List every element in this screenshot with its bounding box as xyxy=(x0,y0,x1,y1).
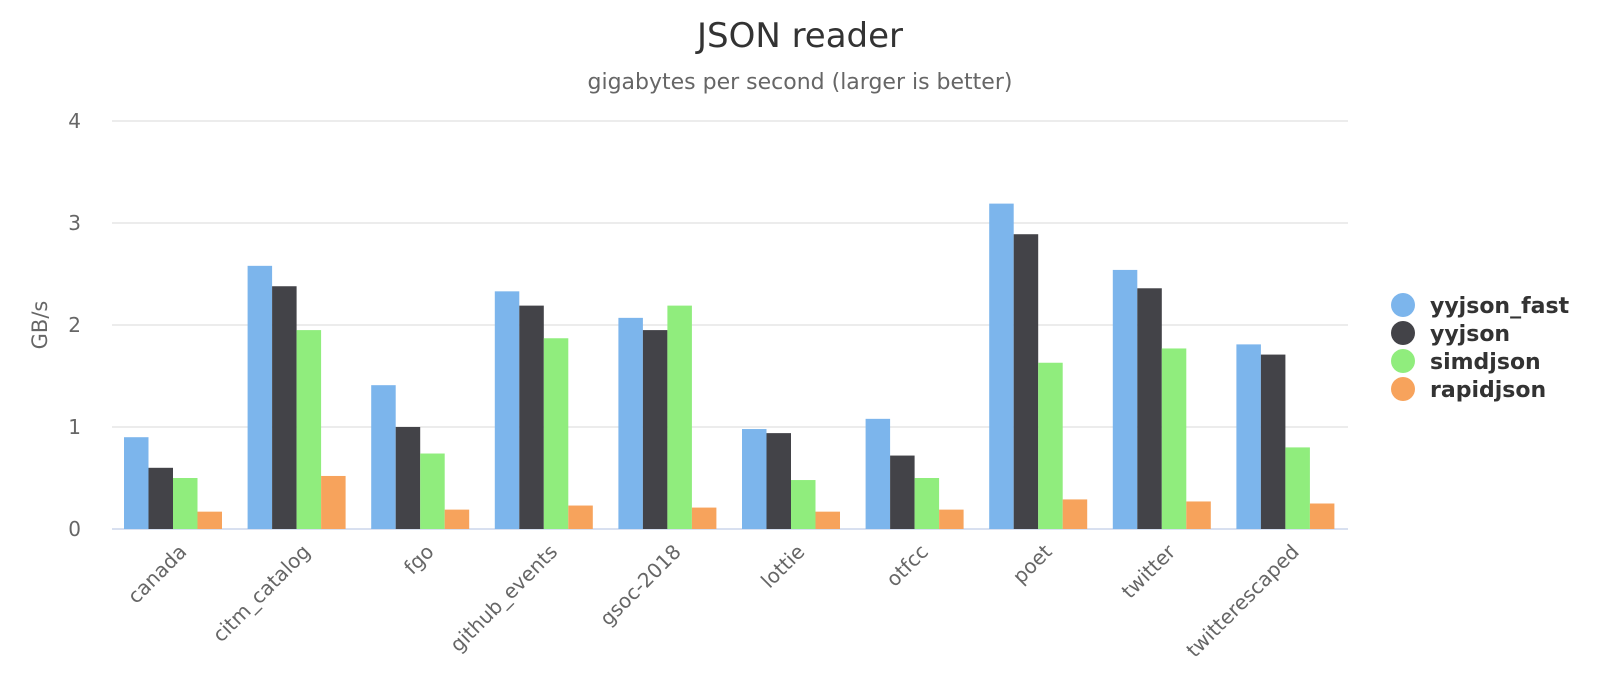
bar-yyjson_fast-otfcc[interactable] xyxy=(865,418,891,529)
x-axis-labels: canada citm_catalog fgo github_events gsoc-2… xyxy=(123,539,1304,662)
bar-rapidjson-citm_catalog[interactable] xyxy=(321,475,346,529)
bar-simdjson-poet[interactable] xyxy=(1038,362,1063,529)
bar-yyjson_fast-github_events[interactable] xyxy=(494,291,520,529)
legend-marker-simdjson[interactable] xyxy=(1391,349,1415,373)
x-tick-label: gsoc-2018 xyxy=(595,540,686,631)
bar-yyjson-fgo[interactable] xyxy=(395,427,421,529)
bar-yyjson_fast-citm_catalog[interactable] xyxy=(247,265,273,529)
bar-yyjson_fast-gsoc-2018[interactable] xyxy=(618,317,643,529)
bar-rapidjson-twitter[interactable] xyxy=(1186,501,1211,529)
legend-label-yyjson_fast[interactable]: yyjson_fast xyxy=(1430,294,1570,319)
bar-rapidjson-fgo[interactable] xyxy=(444,509,470,529)
bar-yyjson-otfcc[interactable] xyxy=(890,455,915,529)
bar-yyjson-twitter[interactable] xyxy=(1137,288,1162,529)
bar-simdjson-lottie[interactable] xyxy=(791,480,816,529)
x-tick-label: fgo xyxy=(399,540,439,580)
x-tick-label: github_events xyxy=(445,540,562,657)
bar-yyjson_fast-lottie[interactable] xyxy=(742,429,767,529)
bar-simdjson-citm_catalog[interactable] xyxy=(296,330,322,529)
bar-yyjson_fast-fgo[interactable] xyxy=(371,385,396,529)
bar-yyjson-poet[interactable] xyxy=(1013,234,1039,529)
legend-label-yyjson[interactable]: yyjson xyxy=(1430,322,1510,347)
x-tick-label: citm_catalog xyxy=(208,540,315,647)
bar-simdjson-gsoc-2018[interactable] xyxy=(667,305,692,529)
legend-label-simdjson[interactable]: simdjson xyxy=(1430,350,1541,375)
bar-simdjson-twitterescaped[interactable] xyxy=(1285,447,1310,529)
bar-yyjson-lottie[interactable] xyxy=(766,433,792,529)
x-tick-label: lottie xyxy=(756,540,809,593)
y-tick-label: 2 xyxy=(68,313,81,337)
y-tick-label: 4 xyxy=(68,109,81,133)
bar-simdjson-canada[interactable] xyxy=(173,478,198,529)
bar-rapidjson-github_events[interactable] xyxy=(568,505,593,529)
legend-marker-yyjson[interactable] xyxy=(1391,321,1415,345)
bar-yyjson-twitterescaped[interactable] xyxy=(1260,354,1286,529)
y-tick-label: 3 xyxy=(68,211,81,235)
bar-simdjson-otfcc[interactable] xyxy=(914,478,940,529)
bar-yyjson_fast-canada[interactable] xyxy=(124,437,149,529)
y-tick-label: 0 xyxy=(68,517,81,541)
x-tick-label: twitter xyxy=(1117,539,1181,603)
bar-simdjson-github_events[interactable] xyxy=(543,338,569,529)
bar-rapidjson-gsoc-2018[interactable] xyxy=(691,507,717,529)
legend-marker-yyjson_fast[interactable] xyxy=(1391,293,1415,317)
bar-yyjson-github_events[interactable] xyxy=(519,305,544,529)
chart-title: JSON reader xyxy=(695,16,903,56)
bar-rapidjson-lottie[interactable] xyxy=(815,511,841,529)
x-tick-label: canada xyxy=(123,540,192,609)
bar-yyjson-gsoc-2018[interactable] xyxy=(642,330,668,529)
chart-subtitle: gigabytes per second (larger is better) xyxy=(588,70,1013,95)
bar-yyjson_fast-twitterescaped[interactable] xyxy=(1236,344,1261,529)
legend-label-rapidjson[interactable]: rapidjson xyxy=(1430,378,1546,403)
bar-yyjson_fast-poet[interactable] xyxy=(989,203,1014,529)
y-tick-label: 1 xyxy=(68,415,81,439)
bar-rapidjson-twitterescaped[interactable] xyxy=(1309,503,1335,530)
bar-yyjson_fast-twitter[interactable] xyxy=(1112,269,1138,529)
bar-rapidjson-canada[interactable] xyxy=(197,511,223,529)
bar-yyjson-citm_catalog[interactable] xyxy=(272,286,297,529)
y-axis-title: GB/s xyxy=(28,301,52,350)
bar-simdjson-fgo[interactable] xyxy=(420,453,445,529)
bar-rapidjson-poet[interactable] xyxy=(1062,499,1088,529)
x-tick-label: otfcc xyxy=(881,540,933,592)
bar-simdjson-twitter[interactable] xyxy=(1161,348,1187,529)
x-tick-label: poet xyxy=(1008,539,1057,588)
bar-rapidjson-otfcc[interactable] xyxy=(939,509,964,529)
x-tick-label: twitterescaped xyxy=(1181,540,1303,662)
bar-yyjson-canada[interactable] xyxy=(148,467,174,529)
legend-marker-rapidjson[interactable] xyxy=(1391,377,1415,401)
bar-layer xyxy=(124,203,1335,530)
